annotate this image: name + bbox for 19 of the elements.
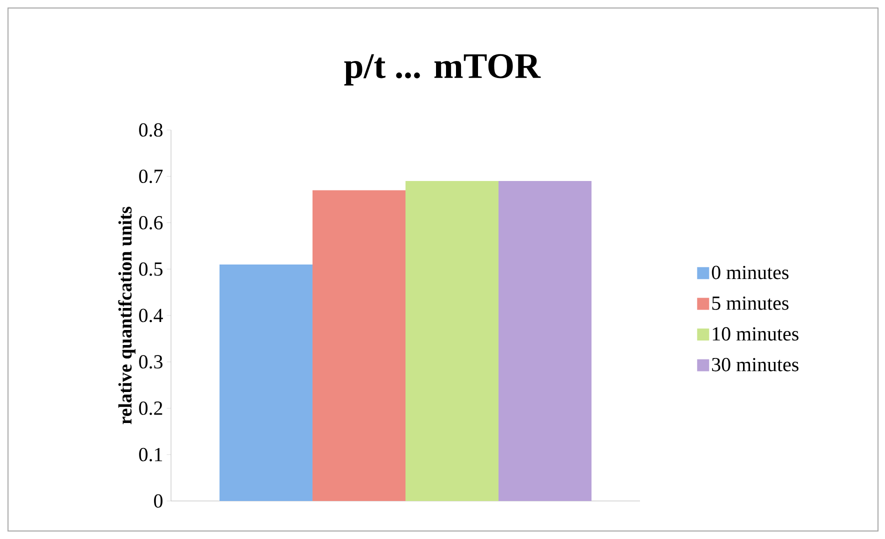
bar [312, 190, 406, 501]
bar [406, 181, 499, 501]
chart-title: p/t ... mTOR [344, 54, 541, 86]
y-tick-label: 0.3 [139, 355, 162, 369]
y-tick-label: 0.7 [139, 170, 163, 184]
legend-label: 0 minutes [712, 266, 788, 280]
legend-label: 10 minutes [712, 327, 798, 341]
bar [498, 181, 592, 501]
y-tick-label: 0.6 [139, 216, 163, 230]
y-axis-title: relative quantifcation units [118, 206, 136, 424]
legend-label: 5 minutes [712, 296, 788, 310]
y-tick-label: 0 [154, 494, 162, 508]
legend-label: 30 minutes [712, 358, 798, 372]
y-tick-label: 0.8 [139, 123, 162, 137]
bar [220, 264, 313, 501]
y-tick-label: 0.1 [139, 448, 162, 462]
y-tick-label: 0.5 [139, 262, 162, 276]
y-tick-label: 0.4 [139, 308, 163, 322]
y-tick-label: 0.2 [139, 401, 162, 415]
